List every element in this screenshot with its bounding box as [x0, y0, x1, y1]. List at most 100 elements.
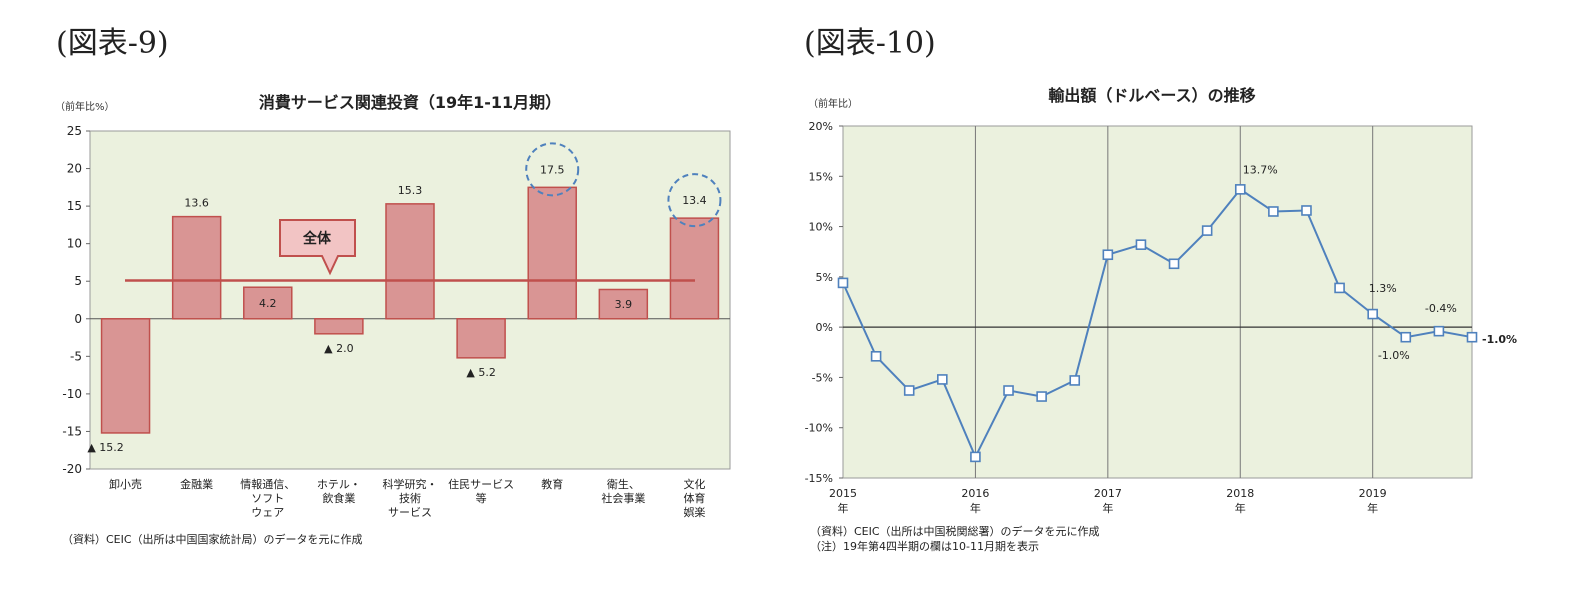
data-label: 3.9 — [615, 298, 633, 311]
category-label: ウェア — [251, 506, 284, 519]
category-label: サービス — [388, 506, 432, 519]
y-tick-label: 10% — [809, 221, 833, 234]
x-tick-unit: 年 — [1367, 501, 1378, 515]
category-label: 教育 — [541, 477, 563, 491]
x-tick-unit: 年 — [970, 501, 981, 515]
source-note: （資料）CEIC（出所は中国国家統計局）のデータを元に作成 — [62, 532, 363, 546]
y-tick-label: 5 — [74, 274, 82, 288]
figure-9-label: (図表-9) — [56, 26, 169, 61]
data-label: 4.2 — [259, 297, 277, 310]
data-label: 17.5 — [540, 163, 565, 176]
y-tick-label: -20 — [62, 462, 82, 476]
category-label: 技術 — [399, 492, 421, 505]
x-tick-year: 2017 — [1094, 487, 1122, 500]
series-point — [1234, 184, 1246, 195]
data-label: 1.3% — [1369, 282, 1397, 295]
series-point — [870, 351, 882, 362]
data-label: ▲ 5.2 — [466, 366, 495, 379]
category-label: 情報通信、 — [240, 478, 295, 491]
series-point — [1268, 206, 1279, 217]
y-tick-label: 0% — [816, 321, 833, 334]
y-tick-label: -15% — [805, 472, 833, 485]
category-label: 社会事業 — [601, 491, 645, 505]
figure-10-label: (図表-10) — [804, 26, 936, 61]
category-label: 体育 — [683, 491, 705, 505]
data-label: -1.0% — [1378, 349, 1410, 362]
series-point — [1135, 239, 1147, 250]
chart-title: 輸出額（ドルベース）の推移 — [1048, 86, 1255, 105]
x-tick-unit: 年 — [1235, 501, 1246, 515]
y-tick-label: 15% — [809, 170, 833, 183]
bar — [314, 318, 364, 335]
y-tick-label: 0 — [74, 312, 82, 326]
category-label: ソフト — [251, 492, 284, 505]
series-point — [937, 374, 948, 385]
category-label: 文化 — [683, 477, 705, 491]
data-label: ▲ 15.2 — [87, 441, 123, 454]
y-tick-label: 15 — [67, 199, 82, 213]
x-tick-unit: 年 — [838, 501, 849, 515]
series-point — [1036, 391, 1047, 402]
y-tick-label: -5 — [70, 349, 82, 363]
overall-callout — [279, 219, 356, 276]
bar — [527, 186, 577, 320]
series-point — [1367, 308, 1378, 320]
y-tick-label: 20 — [67, 162, 82, 176]
y-tick-label: 25 — [67, 124, 82, 138]
y-tick-label: -5% — [812, 371, 833, 384]
bar — [171, 215, 222, 320]
export-series-line — [842, 188, 1473, 460]
series-point — [837, 277, 849, 289]
series-point — [1466, 331, 1478, 343]
series-point — [970, 451, 981, 463]
category-label: 衛生、 — [607, 477, 640, 491]
series-point — [1334, 282, 1345, 294]
series-point — [1201, 225, 1213, 236]
data-label: 13.6 — [184, 197, 209, 210]
bar — [385, 203, 435, 320]
bar — [598, 288, 649, 320]
series-point — [1400, 331, 1412, 343]
overall-callout-label: 全体 — [302, 230, 332, 247]
data-label: 15.3 — [398, 184, 423, 197]
category-label: 飲食業 — [322, 491, 355, 505]
series-point — [1433, 325, 1445, 337]
x-tick-year: 2015 — [829, 487, 857, 500]
y-tick-label: 5% — [816, 271, 833, 284]
bar-chart-consumer-services: 消費サービス関連投資（19年1-11月期） （前年比%） 25 20 15 10 5 0 -5 -… — [55, 93, 731, 546]
data-label: 13.7% — [1243, 163, 1278, 176]
series-point — [1003, 385, 1014, 396]
x-tick-unit: 年 — [1102, 501, 1113, 515]
series-point — [1102, 249, 1114, 261]
highlight-circle — [525, 142, 580, 197]
series-point — [1168, 258, 1180, 270]
plot-area — [842, 125, 1473, 479]
bar — [669, 217, 720, 320]
category-label: 卸小売 — [109, 477, 142, 491]
bar — [243, 286, 293, 320]
category-label: 等 — [476, 491, 487, 505]
x-tick-year: 2016 — [961, 487, 989, 500]
source-note: （資料）CEIC（出所は中国税関総署）のデータを元に作成 — [810, 524, 1100, 538]
data-label: -1.0% — [1482, 333, 1517, 346]
y-tick-label: -15 — [62, 424, 82, 438]
y-tick-label: -10 — [62, 387, 82, 401]
x-tick-year: 2018 — [1226, 487, 1254, 500]
category-label: ホテル・ — [317, 478, 361, 491]
bar — [456, 318, 506, 359]
data-label: ▲ 2.0 — [324, 342, 353, 355]
series-point — [1069, 375, 1081, 386]
series-point — [1301, 205, 1312, 216]
series-point — [903, 385, 915, 396]
bar — [100, 318, 151, 434]
x-tick-year: 2019 — [1359, 487, 1387, 500]
category-label: 金融業 — [180, 477, 213, 491]
y-axis-label: （前年比） — [808, 97, 858, 110]
category-label: 住民サービス — [448, 477, 514, 491]
y-axis-label: （前年比%） — [55, 100, 115, 113]
chart-title: 消費サービス関連投資（19年1-11月期） — [259, 93, 561, 112]
data-label: 13.4 — [682, 194, 707, 207]
category-label: 科学研究・ — [383, 477, 438, 491]
y-tick-label: 20% — [809, 120, 833, 133]
